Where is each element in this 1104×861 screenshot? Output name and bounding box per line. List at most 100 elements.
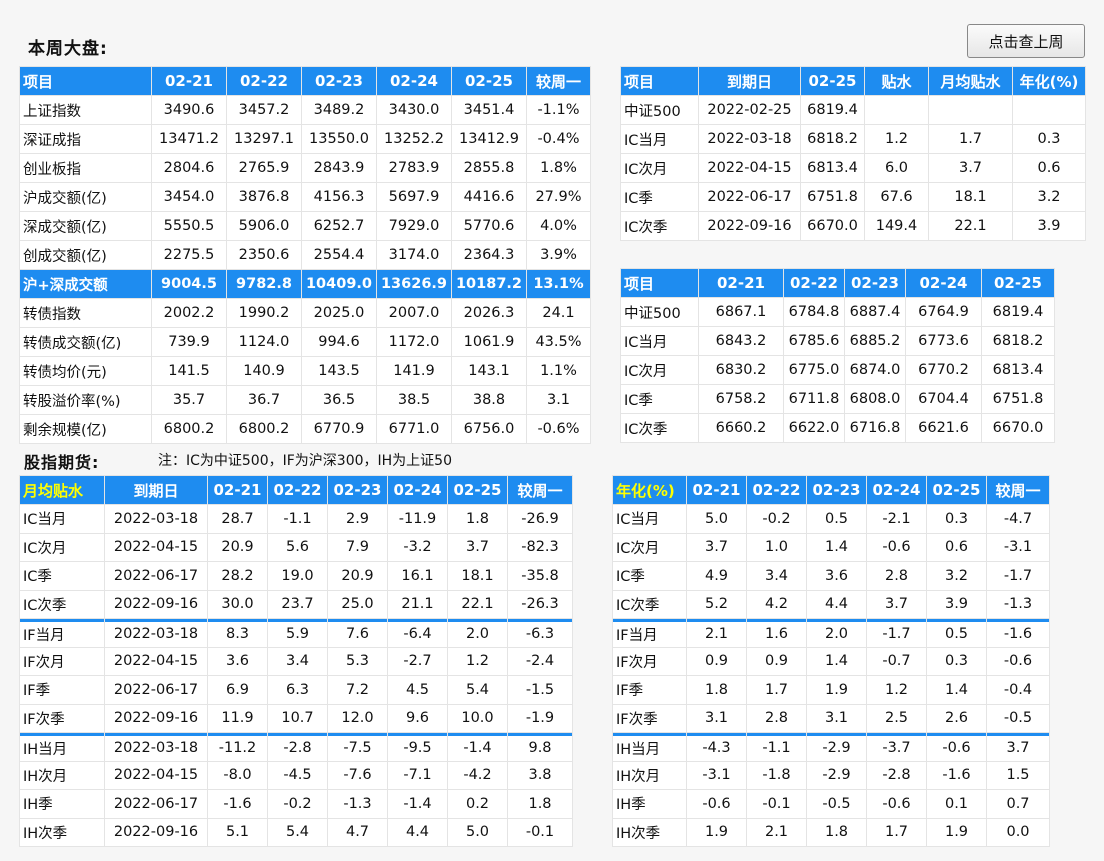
cell-value: 3.2 [1013,183,1085,211]
table-row: 转债成交额(亿) 739.9 1124.0 994.6 1172.0 1061.9 43.5… [20,328,590,356]
table-row: IH季 -0.6 -0.1 -0.5 -0.6 0.1 0.7 [613,790,1049,818]
cell-value: 2022-09-16 [105,818,207,846]
cell-value: 6800.2 [152,415,226,443]
cell-value: 3.7 [448,533,507,561]
cell-value: 4.4 [388,818,447,846]
cell-value: 6843.2 [699,327,783,355]
cell-value: -8.0 [208,761,267,789]
cell-value: -3.7 [867,733,926,761]
cell-value [865,96,928,124]
cell-value: 3174.0 [377,241,451,269]
annualized-discount-table: 年化(%) 02-21 02-22 02-23 02-24 02-25 较周一 IC当月 5.0… [612,475,1050,847]
cell-value: -1.1 [747,733,806,761]
cell-value: 6716.8 [845,414,905,442]
cell-value: 6770.2 [906,356,981,384]
cell-value: 2350.6 [227,241,301,269]
row-label: IC当月 [613,505,686,533]
cell-value: 0.2 [448,790,507,818]
row-label: 中证500 [621,298,698,326]
cell-value: 0.6 [927,533,986,561]
cell-value: -6.3 [508,619,572,647]
row-label: IH季 [20,790,104,818]
table-row: IC次季 5.2 4.2 4.4 3.7 3.9 -1.3 [613,590,1049,618]
cell-value: 24.1 [527,299,590,327]
cell-value: 4.7 [328,818,387,846]
column-header: 02-25 [927,476,986,504]
table-row: IC次季 2022-09-16 6670.0 149.4 22.1 3.9 [621,212,1085,240]
cell-value: 6670.0 [801,212,864,240]
row-label: 创业板指 [20,154,151,182]
cell-value: 12.0 [328,704,387,732]
row-label: IC次季 [621,414,698,442]
futures-section-title: 股指期货: [24,453,100,472]
cell-value: 1.9 [687,818,746,846]
cell-value: 18.1 [929,183,1012,211]
cell-value: 5.4 [268,818,327,846]
cell-value: 6771.0 [377,415,451,443]
cell-value [1013,96,1085,124]
cell-value: 1061.9 [452,328,526,356]
column-header: 02-21 [208,476,267,504]
cell-value: -2.8 [867,761,926,789]
cell-value: -0.1 [747,790,806,818]
cell-value: -2.8 [268,733,327,761]
cell-value: 8.3 [208,619,267,647]
column-header: 02-22 [747,476,806,504]
cell-value: 6813.4 [982,356,1054,384]
previous-week-button[interactable]: 点击查上周 [967,24,1085,58]
cell-value: 143.1 [452,357,526,385]
cell-value: 2022-09-16 [699,212,800,240]
cell-value: 6.0 [865,154,928,182]
column-header: 02-24 [388,476,447,504]
cell-value: 2364.3 [452,241,526,269]
cell-value: 35.7 [152,386,226,414]
row-label: IH次月 [613,761,686,789]
row-label: 沪+深成交额 [20,270,151,298]
cell-value: -35.8 [508,562,572,590]
row-label: IF当月 [20,619,104,647]
cell-value: 28.2 [208,562,267,590]
cell-value: 6819.4 [801,96,864,124]
cell-value: 3489.2 [302,96,376,124]
cell-value: 2025.0 [302,299,376,327]
cell-value: -2.4 [508,647,572,675]
cell-value: -26.3 [508,590,572,618]
cell-value: -3.2 [388,533,447,561]
cell-value: 27.9% [527,183,590,211]
cell-value: 67.6 [865,183,928,211]
cell-value: 1.8 [508,790,572,818]
cell-value: 23.7 [268,590,327,618]
table-row: IH当月 2022-03-18 -11.2 -2.8 -7.5 -9.5 -1.4 9.8 [20,733,572,761]
cell-value: 6670.0 [982,414,1054,442]
cell-value: 3.7 [987,733,1049,761]
market-overview-table: 项目 02-21 02-22 02-23 02-24 02-25 较周一 上证指数 3490.6… [19,66,591,444]
cell-value: 3.1 [807,704,866,732]
cell-value: -7.1 [388,761,447,789]
cell-value: 149.4 [865,212,928,240]
cell-value: 13412.9 [452,125,526,153]
table-row: IC季 2022-06-17 28.2 19.0 20.9 16.1 18.1 -35.8 [20,562,572,590]
cell-value: 3.8 [508,761,572,789]
cell-value: 2855.8 [452,154,526,182]
column-header: 02-21 [152,67,226,95]
cell-value: 7.6 [328,619,387,647]
row-label: IH当月 [20,733,104,761]
table-row: 中证500 6867.1 6784.8 6887.4 6764.9 6819.4 [621,298,1054,326]
cell-value: 5.6 [268,533,327,561]
cell-value: 1.8 [448,505,507,533]
cell-value: -1.9 [508,704,572,732]
cell-value: -2.9 [807,733,866,761]
cell-value: 2002.2 [152,299,226,327]
table-row: 创成交额(亿) 2275.5 2350.6 2554.4 3174.0 2364.3 3.9… [20,241,590,269]
header-row: 项目 到期日 02-25 贴水 月均贴水 年化(%) [621,67,1085,95]
row-label: IH季 [613,790,686,818]
cell-value: -0.6 [867,790,926,818]
cell-value: 7929.0 [377,212,451,240]
cell-value: 143.5 [302,357,376,385]
row-label: IF次月 [20,647,104,675]
table-row: IF当月 2022-03-18 8.3 5.9 7.6 -6.4 2.0 -6.3 [20,619,572,647]
cell-value: -4.7 [987,505,1049,533]
table-row: 转股溢价率(%) 35.7 36.7 36.5 38.5 38.8 3.1 [20,386,590,414]
cell-value: -0.6 [927,733,986,761]
cell-value: 2843.9 [302,154,376,182]
